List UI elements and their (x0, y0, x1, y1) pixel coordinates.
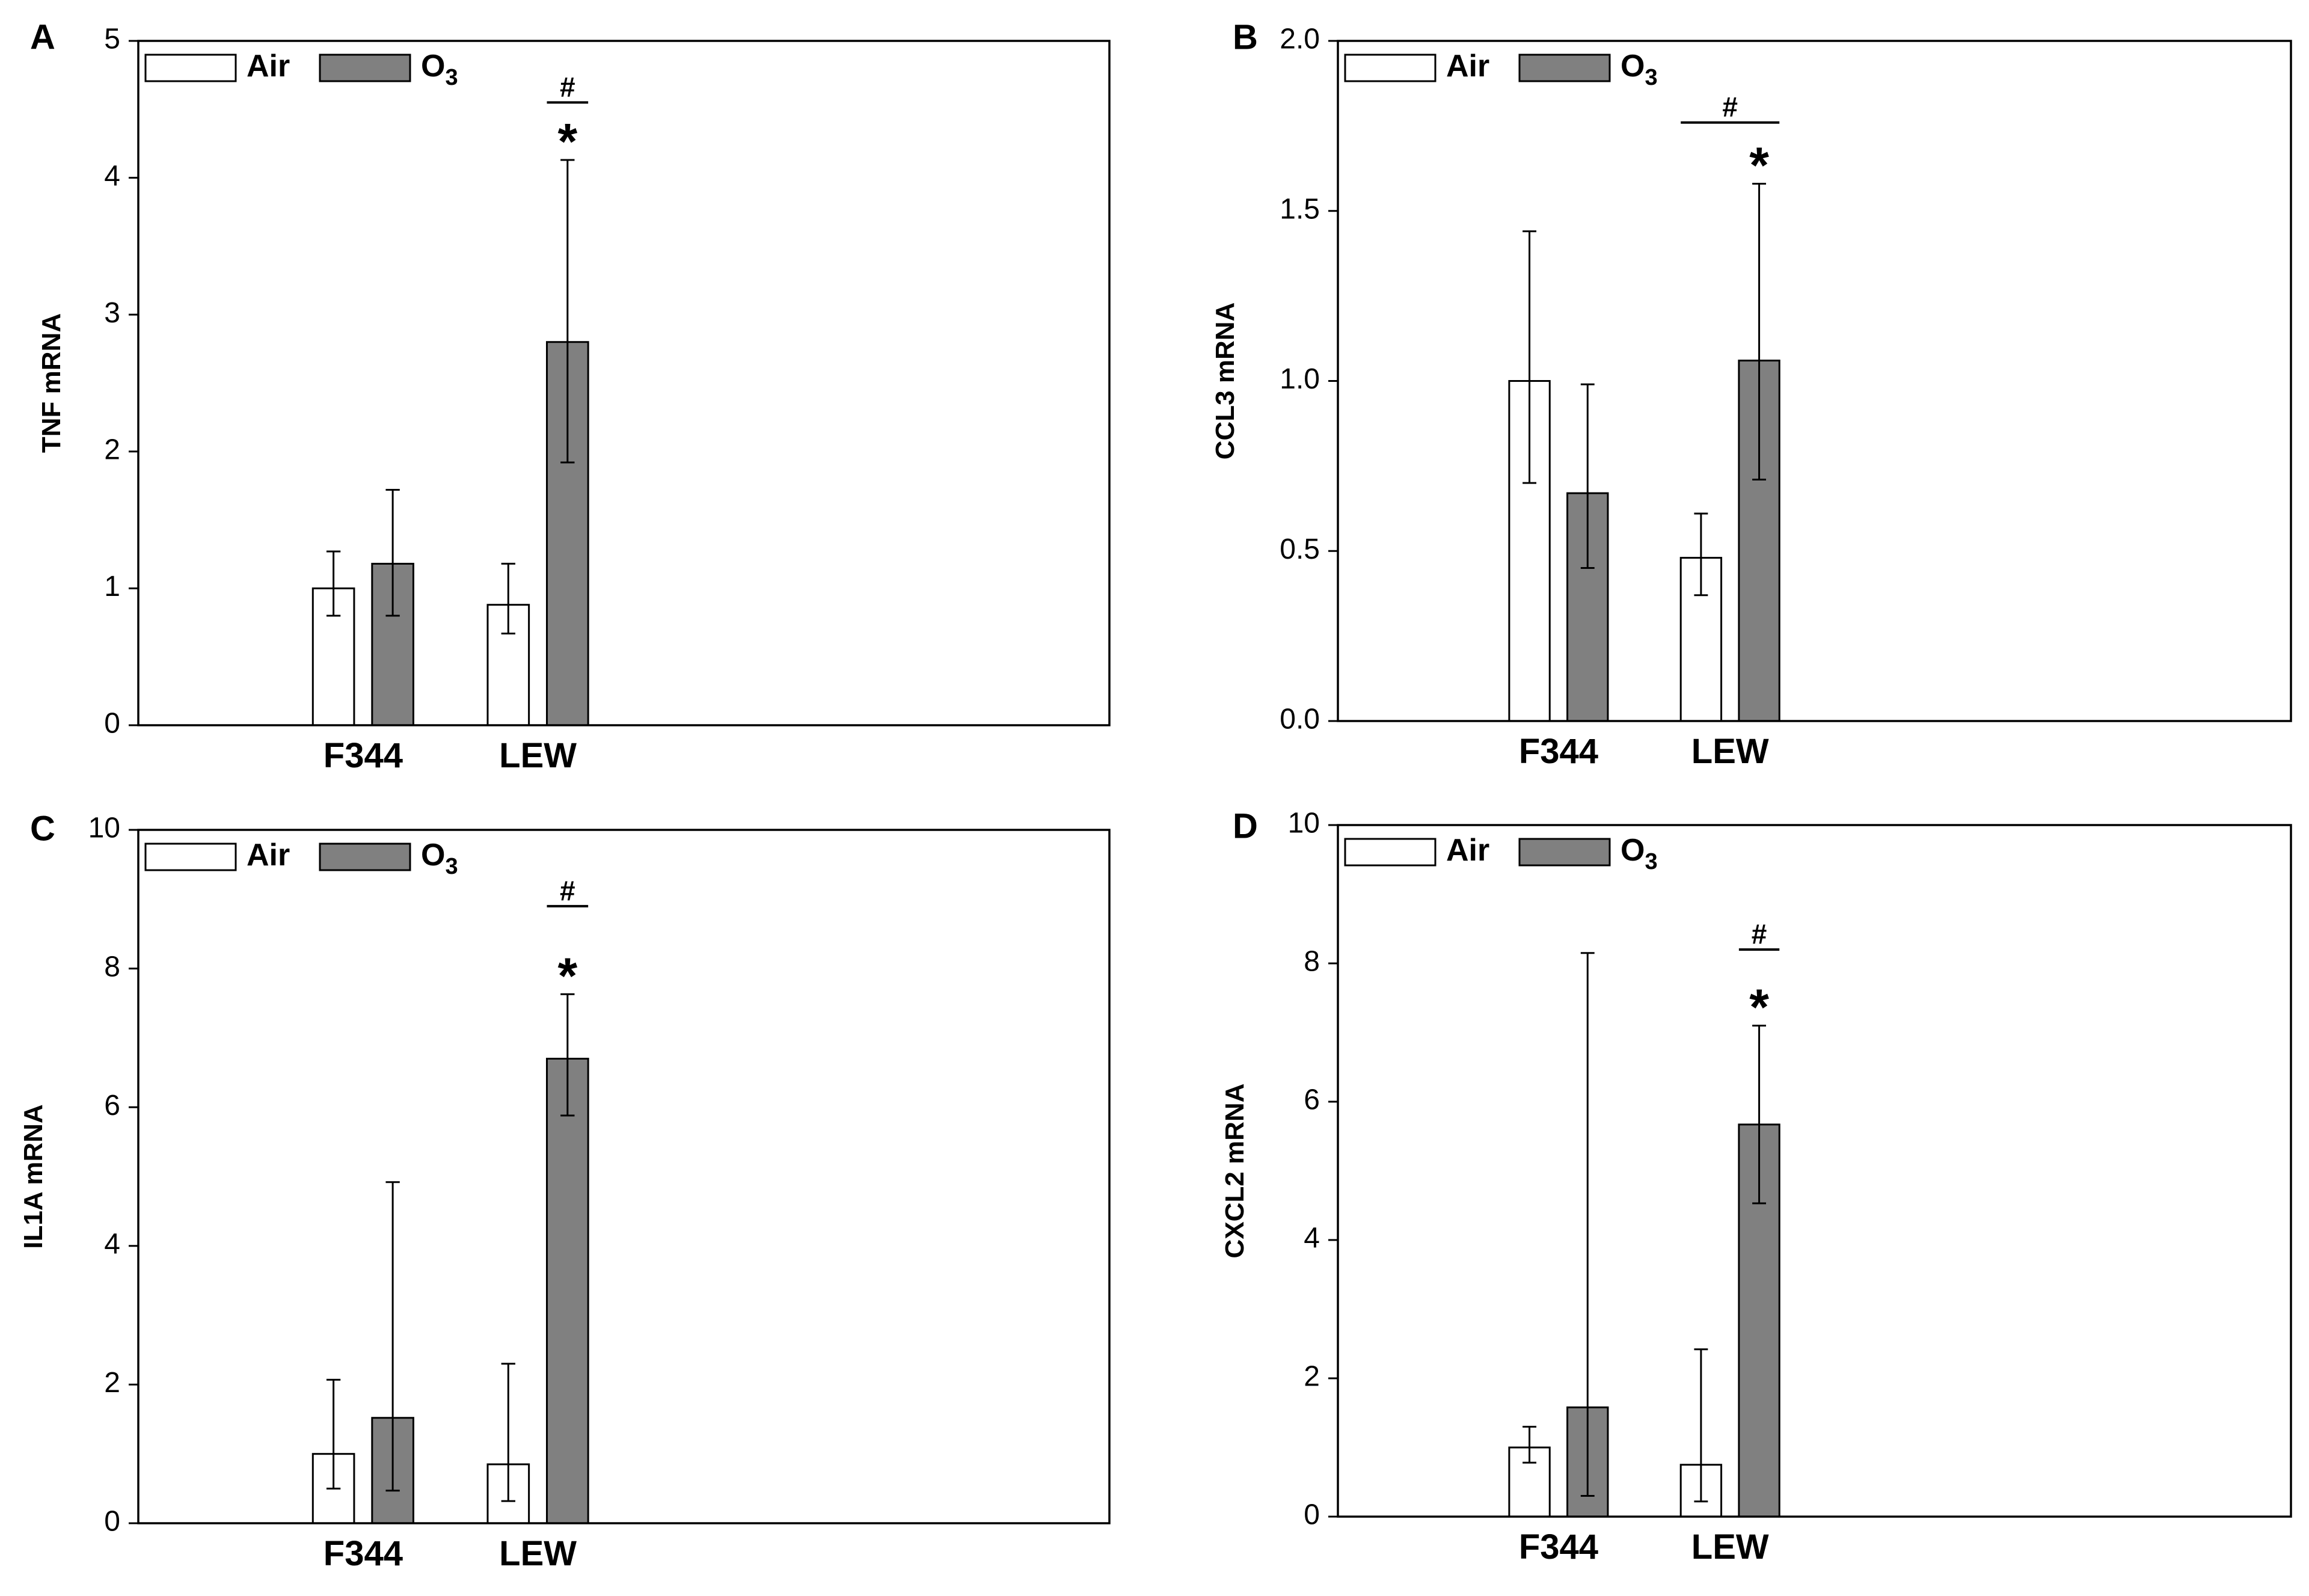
legend-label: O3 (1621, 49, 1658, 90)
y-tick-label: 6 (1304, 1084, 1320, 1116)
y-tick-label: 1 (104, 571, 120, 603)
y-tick-label: 0 (104, 1506, 120, 1538)
significance-hash: # (1722, 91, 1738, 123)
panel-letter: A (30, 17, 55, 57)
y-axis-title: CCL3 mRNA (1210, 302, 1240, 460)
legend-label: O3 (421, 49, 458, 90)
y-tick-label: 10 (1288, 808, 1320, 839)
y-tick-label: 2.0 (1280, 23, 1320, 55)
y-axis-title: CXCL2 mRNA (1220, 1084, 1250, 1259)
legend-label: Air (247, 49, 290, 84)
y-tick-label: 5 (104, 23, 120, 55)
y-tick-label: 8 (104, 951, 120, 983)
significance-star: * (1749, 979, 1769, 1036)
legend-swatch-1 (1518, 54, 1611, 82)
x-category-label: LEW (1691, 732, 1769, 771)
plot-frame (1337, 40, 2292, 722)
chart-panel-c: C IL1A mRNA 0 2 4 6 8 10 F344 LEW Air O3 # * (19, 809, 1111, 1573)
y-tick-label: 4 (104, 1228, 120, 1260)
plot-frame (137, 829, 1111, 1524)
y-tick-label: 10 (88, 812, 120, 844)
panel-letter: B (1233, 17, 1258, 57)
y-tick-label: 8 (1304, 946, 1320, 978)
legend-swatch-1 (319, 54, 411, 82)
x-category-label: F344 (324, 1534, 403, 1573)
y-tick-label: 3 (104, 297, 120, 329)
x-category-label: F344 (1519, 732, 1598, 771)
y-tick-label: 4 (1304, 1223, 1320, 1254)
chart-panel-a: A TNF mRNA 0 1 2 3 4 5 F344 LEW Air O3 # * (30, 17, 1111, 775)
x-category-label: LEW (499, 1534, 577, 1573)
chart-panel-b: B CCL3 mRNA 0.0 0.5 1.0 1.5 2.0 F344 LEW Air O3 # * (1210, 17, 2292, 771)
x-category-label: F344 (324, 736, 403, 775)
legend-swatch-0 (144, 54, 237, 82)
plot-frame (137, 40, 1111, 726)
y-axis-title: IL1A mRNA (19, 1104, 48, 1248)
x-category-label: LEW (1691, 1527, 1769, 1567)
significance-hash: # (1752, 918, 1767, 950)
y-axis-title: TNF mRNA (37, 313, 66, 453)
significance-hash: # (560, 875, 575, 906)
y-tick-label: 2 (104, 434, 120, 465)
y-tick-label: 1.0 (1280, 363, 1320, 395)
significance-star: * (1749, 137, 1769, 194)
y-tick-label: 0 (1304, 1499, 1320, 1531)
legend-label: O3 (421, 838, 458, 879)
legend-swatch-0 (144, 843, 237, 871)
y-tick-label: 1.5 (1280, 193, 1320, 225)
bar-o3-lew (546, 1057, 589, 1524)
y-tick-label: 0.0 (1280, 704, 1320, 735)
plot-frame (1337, 824, 2292, 1518)
significance-star: * (557, 947, 577, 1004)
legend-swatch-1 (319, 843, 411, 871)
x-category-label: LEW (499, 736, 577, 775)
legend-swatch-0 (1344, 54, 1437, 82)
panel-letter: D (1233, 806, 1258, 846)
y-tick-label: 2 (1304, 1361, 1320, 1393)
legend-label: Air (1446, 49, 1489, 84)
significance-star: * (557, 113, 577, 170)
y-tick-label: 0 (104, 708, 120, 740)
panel-letter: C (30, 809, 55, 848)
y-tick-label: 4 (104, 160, 120, 192)
legend-label: O3 (1621, 833, 1658, 874)
legend-swatch-1 (1518, 838, 1611, 867)
legend-swatch-0 (1344, 838, 1437, 867)
y-tick-label: 0.5 (1280, 533, 1320, 565)
legend-label: Air (247, 838, 290, 873)
chart-panel-d: D CXCL2 mRNA 0 2 4 6 8 10 F344 LEW Air O3 # * (1220, 806, 2292, 1567)
legend-label: Air (1446, 833, 1489, 868)
y-tick-label: 2 (104, 1367, 120, 1399)
significance-hash: # (560, 71, 575, 102)
x-category-label: F344 (1519, 1527, 1598, 1567)
y-tick-label: 6 (104, 1090, 120, 1122)
